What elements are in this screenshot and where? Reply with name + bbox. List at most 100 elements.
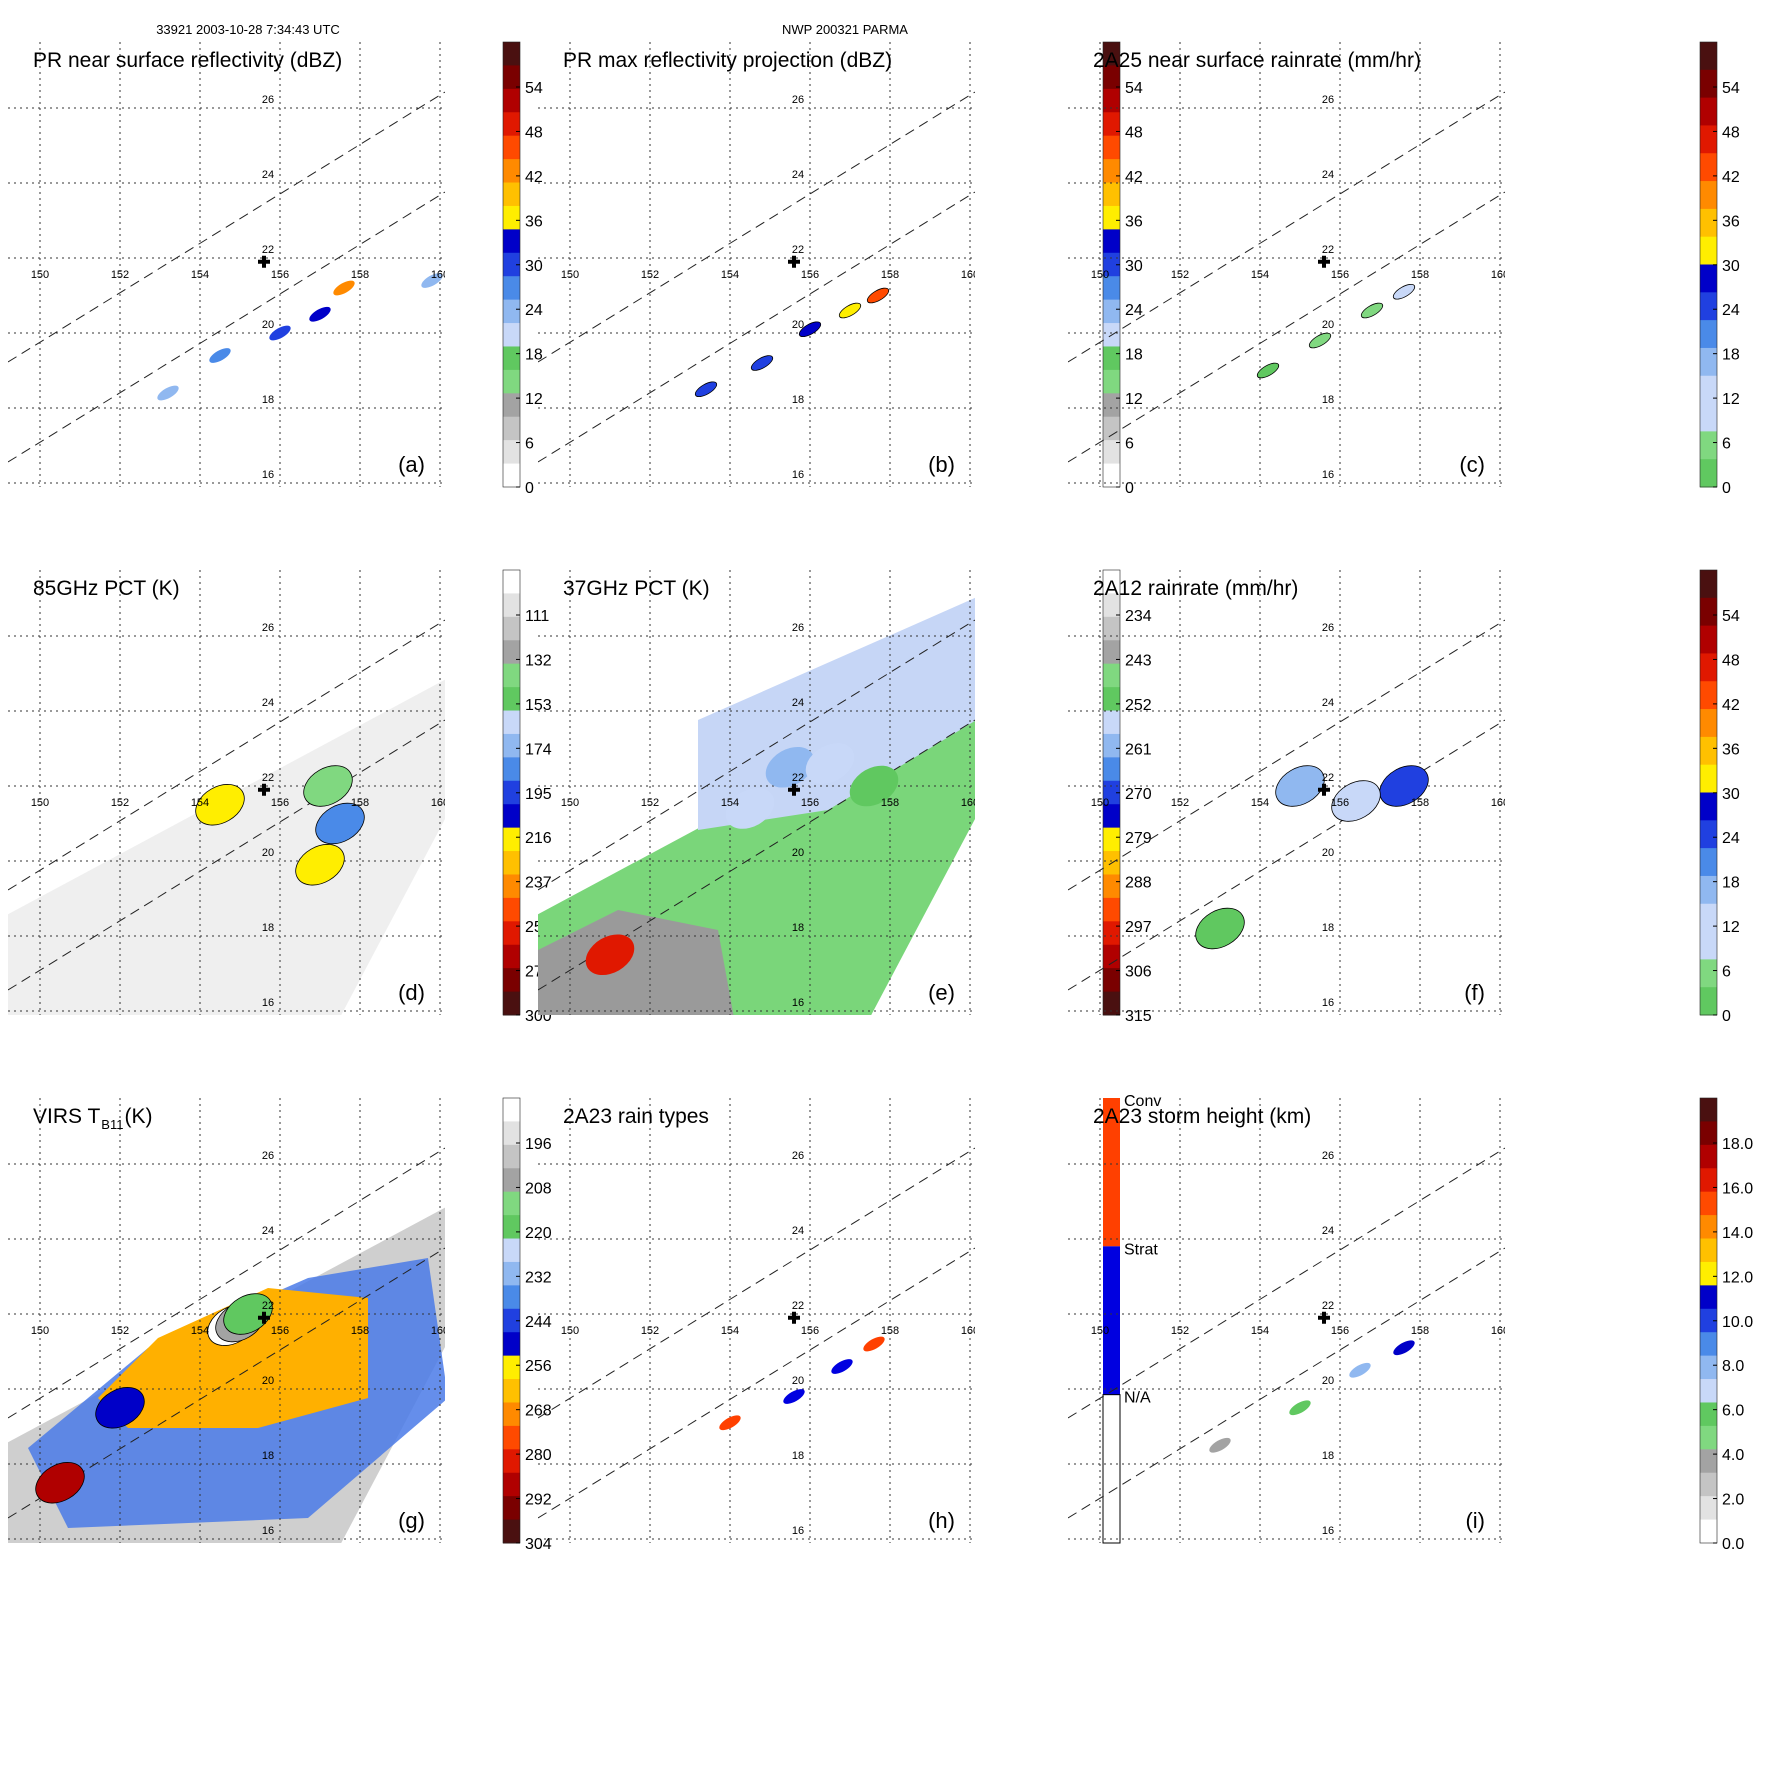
lat-tick-label: 20 bbox=[1322, 319, 1334, 331]
plot-area-e: 150 152 154 156 158 160 16 18 20 22 24 26 bbox=[538, 570, 975, 1015]
colorbar-swatch bbox=[1700, 69, 1717, 99]
swath-edge-lower bbox=[8, 719, 445, 991]
swath-edge-lower bbox=[538, 191, 975, 463]
panel-title: PR max reflectivity projection (dBZ) bbox=[563, 49, 892, 72]
lon-tick-label: 158 bbox=[881, 1325, 899, 1337]
colorbar-swatch bbox=[1700, 97, 1717, 126]
colorbar-label: 30 bbox=[1125, 258, 1143, 275]
colorbar-swatch bbox=[503, 346, 520, 371]
lat-tick-label: 20 bbox=[262, 319, 274, 331]
colorbar-swatch bbox=[503, 1496, 520, 1521]
colorbar-swatch bbox=[1103, 205, 1120, 230]
panel-title: 2A12 rainrate (mm/hr) bbox=[1093, 577, 1298, 600]
lat-tick-label: 18 bbox=[1322, 922, 1334, 934]
colorbar-label: 132 bbox=[525, 652, 552, 669]
header-center-label: NWP 200321 PARMA bbox=[782, 22, 908, 37]
storm-center-cross-icon bbox=[258, 783, 270, 796]
colorbar-label: 216 bbox=[525, 830, 552, 847]
colorbar-swatch bbox=[1700, 1261, 1717, 1286]
lon-tick-label: 152 bbox=[641, 1325, 659, 1337]
lon-tick-label: 158 bbox=[881, 269, 899, 281]
colorbar-label: 42 bbox=[525, 169, 543, 186]
lat-tick-label: 22 bbox=[1322, 244, 1334, 256]
lat-tick-label: 20 bbox=[792, 1375, 804, 1387]
colorbar-label: 0 bbox=[1722, 1008, 1731, 1025]
lat-tick-label: 26 bbox=[1322, 94, 1334, 106]
colorbar-swatch bbox=[503, 65, 520, 90]
colorbar-label: 42 bbox=[1125, 169, 1143, 186]
lon-tick-label: 150 bbox=[1091, 797, 1109, 809]
lat-tick-label: 26 bbox=[1322, 1150, 1334, 1162]
panel-title: 85GHz PCT (K) bbox=[33, 577, 180, 600]
colorbar-label: 36 bbox=[525, 213, 543, 230]
colorbar-swatch bbox=[1103, 827, 1120, 852]
colorbar-swatch bbox=[1103, 874, 1120, 899]
lat-tick-label: 16 bbox=[1322, 997, 1334, 1009]
colorbar-label: 36 bbox=[1722, 213, 1740, 230]
data-mark-b-0 bbox=[866, 287, 890, 304]
colorbar-swatch bbox=[1103, 276, 1120, 301]
colorbar-swatch bbox=[1103, 804, 1120, 829]
colorbar-swatch bbox=[1700, 1285, 1717, 1310]
lat-tick-label: 26 bbox=[262, 94, 274, 106]
colorbar-label: 12 bbox=[525, 391, 543, 408]
data-mark-c-3 bbox=[1256, 362, 1280, 379]
data-mark-i-0 bbox=[1393, 1340, 1415, 1356]
swath-edge-upper bbox=[8, 1147, 445, 1419]
lon-tick-label: 160 bbox=[961, 269, 979, 281]
colorbar-swatch bbox=[503, 897, 520, 922]
colorbar-swatch bbox=[503, 710, 520, 735]
panel-b: 150 152 154 156 158 160 16 18 20 22 24 26 PR max ref… bbox=[538, 41, 1143, 497]
swath-edge-upper bbox=[8, 91, 445, 363]
lat-tick-label: 18 bbox=[792, 1450, 804, 1462]
lon-tick-label: 156 bbox=[1331, 269, 1349, 281]
cloud-shield-mid bbox=[98, 1288, 368, 1428]
colorbar-label: 243 bbox=[1125, 652, 1152, 669]
colorbar-swatch bbox=[1700, 153, 1717, 182]
data-mark-c-1 bbox=[1360, 302, 1384, 319]
colorbar-swatch bbox=[503, 757, 520, 782]
colorbar-label: 234 bbox=[1125, 608, 1152, 625]
panel-e: 150 152 154 156 158 160 16 18 20 22 24 26 37GHz PCT … bbox=[538, 569, 1152, 1025]
colorbar-swatch bbox=[503, 944, 520, 969]
data-mark-a-0 bbox=[333, 280, 355, 296]
lat-tick-label: 24 bbox=[1322, 1225, 1334, 1237]
colorbar-swatch bbox=[1103, 112, 1120, 137]
colorbar-swatch bbox=[503, 1215, 520, 1240]
swath-edge-lower bbox=[538, 1247, 975, 1519]
colorbar-swatch bbox=[503, 1121, 520, 1146]
lon-tick-label: 150 bbox=[561, 797, 579, 809]
data-mark-a-3 bbox=[209, 348, 231, 363]
panel-letter: (d) bbox=[398, 980, 425, 1005]
plot-area-g: 150 152 154 156 158 160 16 18 20 22 24 26 bbox=[8, 1098, 445, 1543]
colorbar-swatch bbox=[503, 827, 520, 852]
colorbar-swatch bbox=[1700, 1519, 1717, 1544]
lat-tick-label: 24 bbox=[1322, 169, 1334, 181]
colorbar-label: 54 bbox=[525, 80, 543, 97]
lon-tick-label: 154 bbox=[721, 269, 739, 281]
colorbar-label: 18 bbox=[1125, 347, 1143, 364]
lon-tick-label: 156 bbox=[801, 269, 819, 281]
lat-tick-label: 18 bbox=[262, 1450, 274, 1462]
data-mark-h-0 bbox=[863, 1336, 885, 1352]
colorbar-label: 18.0 bbox=[1722, 1136, 1753, 1153]
colorbar-swatch bbox=[1103, 65, 1120, 90]
colorbar-swatch bbox=[1103, 710, 1120, 735]
lat-tick-label: 22 bbox=[262, 1300, 274, 1312]
plot-area-c: 150 152 154 156 158 160 16 18 20 22 24 26 bbox=[1068, 42, 1505, 487]
colorbar-swatch bbox=[503, 733, 520, 758]
colorbar-swatch bbox=[1700, 570, 1717, 599]
colorbar-swatch bbox=[1700, 236, 1717, 265]
colorbar-swatch bbox=[1103, 463, 1120, 488]
colorbar-swatch bbox=[1103, 733, 1120, 758]
data-mark-i-3 bbox=[1209, 1437, 1231, 1453]
lon-tick-label: 156 bbox=[271, 1325, 289, 1337]
data-mark-g-2 bbox=[223, 1293, 273, 1335]
colorbar-swatch bbox=[1103, 299, 1120, 324]
plot-area-f: 150 152 154 156 158 160 16 18 20 22 24 26 bbox=[1068, 570, 1505, 1015]
colorbar-label: 18 bbox=[525, 347, 543, 364]
colorbar-swatch bbox=[503, 570, 520, 594]
colorbar-swatch bbox=[503, 1402, 520, 1427]
colorbar-swatch bbox=[503, 1168, 520, 1193]
